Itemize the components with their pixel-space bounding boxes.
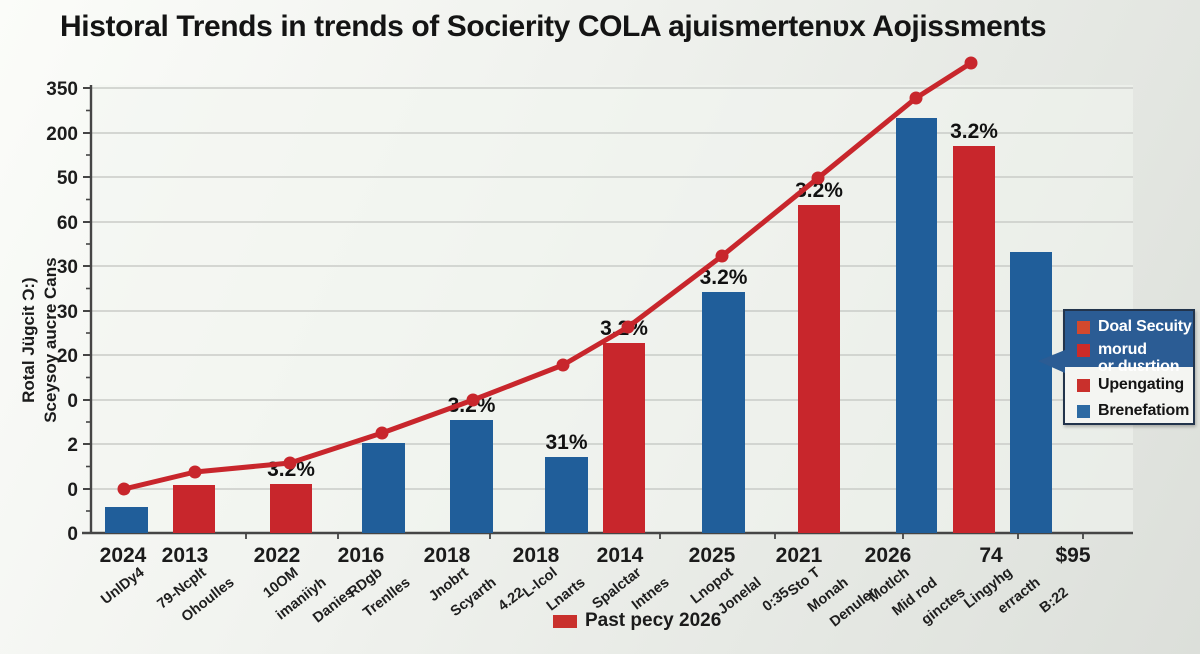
bar: [545, 457, 588, 533]
legend-swatch-red-icon: [1077, 344, 1090, 357]
x-tick-label: 2025: [689, 544, 736, 567]
x-tick-label: 74: [979, 544, 1003, 567]
y-tick-label: 30: [57, 257, 78, 278]
trend-point: [909, 91, 923, 105]
legend-swatch-red-icon: [1077, 379, 1090, 392]
trend-point: [283, 456, 297, 470]
bar: [953, 146, 995, 533]
bar: [173, 485, 215, 533]
legend-label-2a: morud: [1098, 341, 1147, 358]
x-tick-label: 2014: [597, 544, 644, 567]
x-tick-label: 2013: [162, 544, 209, 567]
legend-swatch-red-icon: [1077, 321, 1090, 334]
y-tick-label: 20: [57, 346, 78, 367]
chart-title: Historal Trends in trends of Socierity C…: [60, 10, 1047, 43]
legend-label-4: Brenefatiom: [1098, 402, 1190, 419]
bottom-legend-label: Past pecy 2026: [585, 610, 722, 631]
bar-value-label: 3.2%: [950, 120, 998, 143]
trend-point: [188, 465, 202, 479]
y-tick-label: 200: [46, 124, 78, 145]
bar: [362, 443, 405, 533]
trend-point: [964, 56, 978, 70]
trend-point: [556, 358, 570, 372]
legend-label-2b: or duɛrtion: [1098, 357, 1180, 375]
bottom-legend: Past pecy 2026: [553, 610, 721, 632]
bar-value-label: 3.2%: [700, 266, 748, 289]
legend-row-2: morud or duɛrtion: [1077, 341, 1189, 376]
legend-row-1: Doal Secuity: [1077, 318, 1192, 336]
x-sublabel: UnlDy4: [98, 565, 147, 608]
y-tick-label: 0: [67, 524, 78, 545]
bar: [603, 343, 645, 533]
bar: [1010, 252, 1052, 533]
trend-point: [375, 426, 389, 440]
y-tick-label: 0: [67, 480, 78, 501]
bar: [105, 507, 148, 533]
trend-point: [621, 320, 635, 334]
trend-point: [117, 482, 131, 496]
x-tick-label: 2018: [513, 544, 560, 567]
bar: [896, 118, 937, 533]
x-sublabel: B:22: [1037, 585, 1072, 617]
bar: [798, 205, 840, 533]
y-tick-label: 0: [67, 391, 78, 412]
bar: [702, 292, 745, 533]
x-tick-label: 2021: [776, 544, 823, 567]
trend-point: [715, 249, 729, 263]
x-tick-label: 2018: [424, 544, 471, 567]
legend-label-3: Upengating: [1098, 376, 1184, 393]
legend-swatch-blue-icon: [1077, 405, 1090, 418]
bar-value-label: 31%: [545, 431, 587, 454]
y-tick-label: 350: [46, 79, 78, 100]
y-tick-label: 30: [57, 302, 78, 323]
x-tick-label: 2016: [338, 544, 385, 567]
y-tick-label: 2: [67, 435, 78, 456]
x-tick-label: $95: [1055, 544, 1090, 567]
x-tick-label: 2026: [865, 544, 912, 567]
x-tick-label: 2022: [254, 544, 301, 567]
bar: [450, 420, 493, 533]
y-tick-label: 60: [57, 213, 78, 234]
x-tick-label: 2024: [100, 544, 147, 567]
legend-row-4: Brenefatiom: [1077, 402, 1190, 420]
trend-point: [811, 171, 825, 185]
legend-row-3: Upengating: [1077, 376, 1189, 394]
legend-label-2: morud or duɛrtion: [1098, 341, 1180, 376]
legend-blue-panel: [1065, 311, 1193, 367]
y-tick-label: 50: [57, 168, 78, 189]
legend-box: Doal Secuity morud or duɛrtion Upengating…: [1038, 309, 1195, 425]
bar: [270, 484, 312, 533]
bottom-legend-swatch-icon: [553, 614, 577, 628]
legend-label-1: Doal Secuity: [1098, 318, 1192, 335]
legend-pointer-icon: [1038, 350, 1065, 373]
trend-point: [466, 393, 480, 407]
